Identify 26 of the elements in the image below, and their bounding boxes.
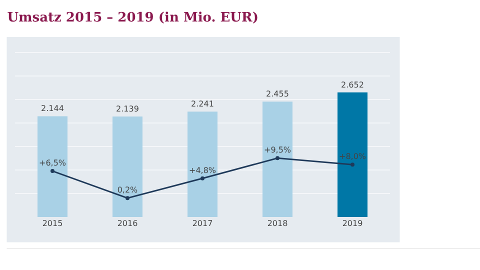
bar [188,112,218,217]
bar [262,102,292,217]
point [350,162,354,167]
data-label: +6,5% [38,158,66,168]
x-tick-label: 2018 [267,219,288,228]
bar [338,92,368,217]
bar [38,116,68,217]
point [276,156,280,160]
x-tick-label: 2016 [117,219,138,228]
point [50,169,54,174]
chart-title: Umsatz 2015 – 2019 (in Mio. EUR) [7,10,258,26]
data-label: 2.241 [191,100,214,109]
data-label: 2.144 [41,104,64,114]
data-label: 2.455 [266,90,289,99]
data-label: +8,0% [338,152,366,162]
data-label: 0,2% [117,186,138,195]
data-label: 2.652 [341,80,364,90]
data-label: +4,8% [188,166,216,175]
data-label: +9,5% [264,146,292,155]
x-tick-label: 2015 [42,219,63,228]
data-label: 2.139 [116,104,139,114]
point [200,176,204,180]
x-tick-label: 2017 [192,219,213,228]
x-tick-label: 2019 [342,219,363,228]
point [126,196,130,200]
bar [112,116,142,217]
